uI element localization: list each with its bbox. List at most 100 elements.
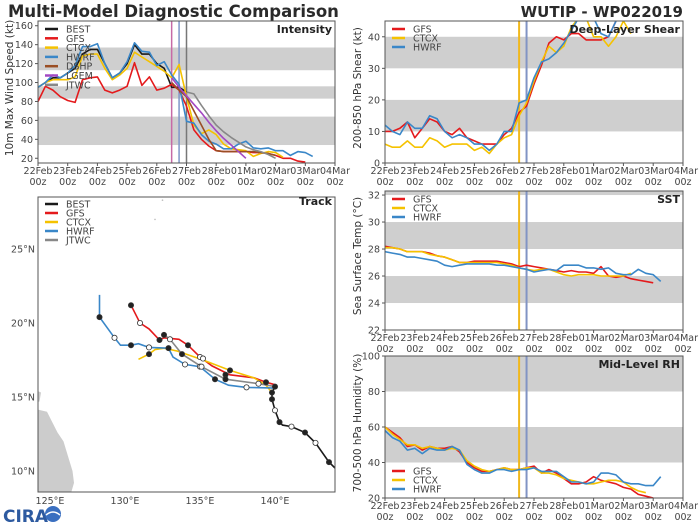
x-tick-date: 04Mar (320, 166, 350, 177)
x-tick-hour: 00z (148, 177, 165, 188)
x-tick-date: 22Feb (24, 166, 53, 177)
hwrf-series-line (38, 41, 314, 158)
ctcx-series-line (385, 21, 632, 155)
x-tick-hour: 00z (178, 177, 195, 188)
small-island (154, 218, 156, 221)
cira-logo: CIRA (3, 506, 61, 525)
x-tick-date: 26Feb (490, 166, 519, 177)
y-tick-label: 60 (368, 423, 380, 434)
x-tick-date: 25Feb (460, 501, 489, 512)
x-tick-date: 23Feb (53, 166, 82, 177)
panel-title: Track (299, 195, 333, 208)
y-tick-label: 40 (368, 458, 380, 469)
x-tick-hour: 00z (585, 344, 602, 355)
y-tick-label: 28 (368, 245, 380, 256)
y-axis-label: 200-850 hPa Shear (kt) (352, 27, 364, 149)
ctcx-track-marker (268, 389, 275, 396)
jtwc-track-marker (198, 363, 205, 370)
y-tick-label: 30 (368, 64, 380, 75)
y-tick-label: 80 (368, 387, 380, 398)
x-tick-date: 28Feb (549, 166, 578, 177)
deep-layer-shear-panel: 01020304022Feb00z23Feb00z24Feb00z25Feb00… (352, 20, 698, 188)
x-tick-hour: 00z (645, 177, 662, 188)
legend-label: HWRF (413, 485, 442, 496)
x-tick-hour: 00z (496, 177, 513, 188)
lat-tick-label: 20°N (11, 319, 35, 330)
x-tick-hour: 00z (89, 177, 106, 188)
x-tick-date: 24Feb (430, 166, 459, 177)
x-tick-date: 27Feb (520, 166, 549, 177)
x-tick-hour: 00z (436, 344, 453, 355)
x-tick-hour: 00z (496, 512, 513, 523)
jtwc-track-marker (178, 351, 185, 358)
intensity-plot-area (38, 21, 335, 163)
lat-tick-label: 15°N (11, 393, 35, 404)
y-tick-label: 26 (368, 272, 380, 283)
lon-tick-label: 135°E (186, 496, 215, 507)
x-tick-date: 04Mar (668, 166, 698, 177)
lat-tick-label: 25°N (11, 245, 35, 256)
x-tick-hour: 00z (406, 177, 423, 188)
lgem-series-line (171, 77, 247, 159)
x-tick-hour: 00z (326, 177, 343, 188)
hwrf-track-marker (111, 334, 118, 341)
x-tick-hour: 00z (466, 512, 483, 523)
hwrf-track-line (98, 294, 276, 389)
x-tick-hour: 00z (406, 344, 423, 355)
y-tick-label: 160 (15, 21, 33, 32)
x-tick-date: 02Mar (608, 501, 638, 512)
hwrf-track-marker (165, 345, 172, 352)
x-tick-hour: 00z (496, 344, 513, 355)
best-track-marker (271, 407, 278, 414)
panel-title: Intensity (277, 23, 332, 36)
legend-label: GFS (66, 34, 85, 45)
x-tick-date: 02Mar (608, 166, 638, 177)
panel-title: SST (657, 193, 680, 206)
cira-wave-icon (45, 511, 61, 516)
shaded-band (385, 36, 683, 69)
gfs-track-marker (127, 302, 134, 309)
x-tick-date: 27Feb (172, 166, 201, 177)
y-tick-label: 40 (368, 32, 380, 43)
x-tick-hour: 00z (555, 177, 572, 188)
y-tick-label: 32 (368, 191, 380, 202)
x-tick-hour: 00z (645, 344, 662, 355)
x-tick-hour: 00z (615, 177, 632, 188)
x-tick-date: 04Mar (668, 501, 698, 512)
x-tick-hour: 00z (585, 177, 602, 188)
jtwc-track-marker (222, 376, 229, 383)
x-tick-hour: 00z (29, 177, 46, 188)
best-track-marker (271, 383, 278, 390)
ctcx-series-line (38, 51, 284, 158)
x-tick-hour: 00z (525, 177, 542, 188)
sst-plot-area (385, 191, 683, 330)
small-island (120, 195, 122, 197)
x-tick-date: 26Feb (490, 333, 519, 344)
x-tick-hour: 00z (645, 512, 662, 523)
x-tick-hour: 00z (674, 344, 691, 355)
shaded-band (385, 99, 683, 132)
legend-label: CTCX (66, 218, 92, 229)
ctcx-series-line (385, 426, 646, 494)
legend-label: GFS (66, 209, 85, 220)
x-tick-hour: 00z (406, 512, 423, 523)
x-tick-date: 28Feb (549, 333, 578, 344)
hwrf-track-marker (243, 384, 250, 391)
legend-label: GFS (413, 25, 432, 36)
x-tick-date: 23Feb (400, 166, 429, 177)
x-tick-date: 01Mar (579, 166, 609, 177)
x-tick-hour: 00z (674, 177, 691, 188)
x-tick-date: 27Feb (520, 501, 549, 512)
jtwc-track-marker (166, 336, 173, 343)
x-tick-date: 02Mar (608, 333, 638, 344)
gfs-track-marker (184, 342, 191, 349)
y-tick-label: 20 (21, 154, 33, 165)
ctcx-track-marker (145, 351, 152, 358)
y-tick-label: 22 (368, 326, 380, 337)
deep-layer-shear-plot-area (385, 21, 683, 163)
legend-label: DSHP (66, 62, 92, 73)
